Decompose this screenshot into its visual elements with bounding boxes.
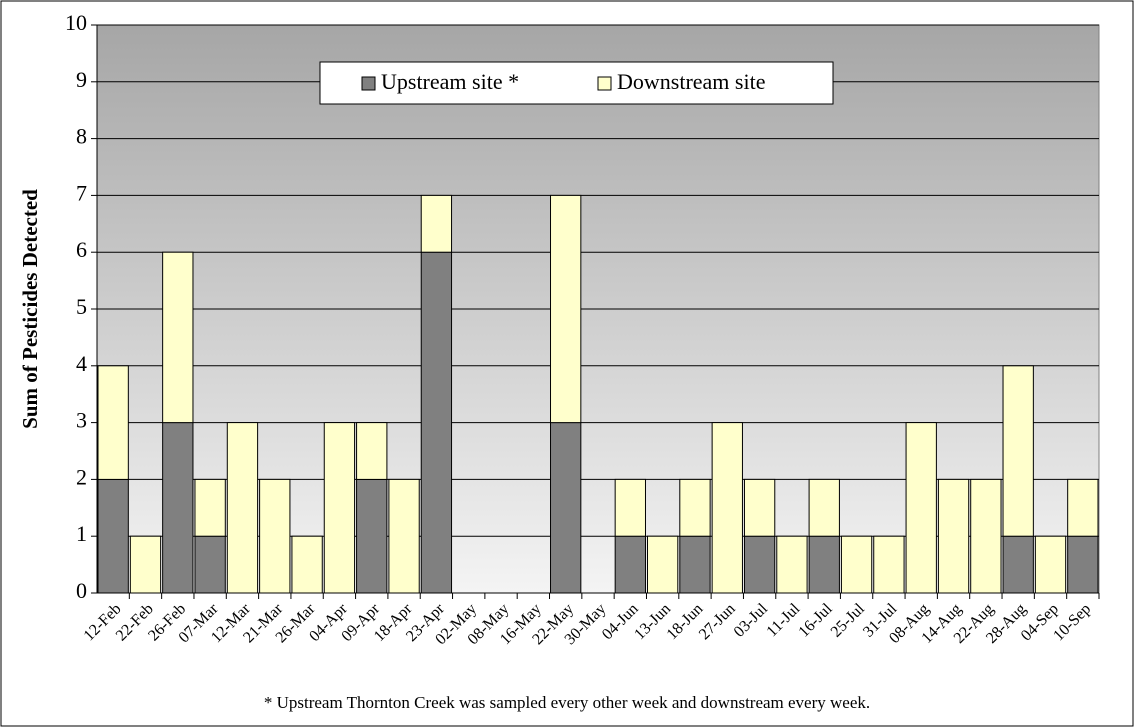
bar-segment	[743, 535, 776, 594]
bar-segment	[873, 535, 905, 594]
bar-segment	[1034, 535, 1067, 594]
y-tick-label: 10	[65, 10, 87, 35]
bar-segment	[808, 478, 840, 537]
y-tick-label: 7	[76, 180, 87, 205]
y-tick-label: 8	[76, 124, 87, 149]
bar-segment	[291, 535, 323, 594]
bar-segment	[937, 478, 970, 594]
y-tick-label: 1	[76, 521, 87, 546]
y-tick-label: 0	[76, 578, 87, 603]
y-tick-label: 6	[76, 237, 87, 262]
bar-segment	[808, 535, 840, 594]
bar-segment	[388, 478, 420, 594]
bar-segment	[420, 251, 453, 594]
bar-segment	[970, 478, 1002, 594]
bar-segment	[776, 535, 808, 594]
bar-segment	[614, 535, 646, 594]
bar-segment	[356, 422, 388, 480]
bar-segment	[1002, 535, 1034, 594]
y-tick-label: 9	[76, 67, 87, 92]
bar-segment	[679, 478, 711, 537]
bar-segment	[1002, 365, 1034, 537]
y-axis-label: Sum of Pesticides Detected	[18, 189, 42, 429]
legend-swatch	[597, 76, 612, 91]
legend-label: Upstream site *	[381, 69, 519, 94]
bar-segment	[646, 535, 679, 594]
bar-segment	[614, 478, 646, 537]
bar-segment	[905, 422, 937, 594]
bar-segment	[840, 535, 873, 594]
bar-segment	[226, 422, 259, 594]
bar-segment	[97, 365, 129, 480]
bar-segment	[550, 194, 582, 424]
bar-segment	[711, 422, 743, 594]
y-tick-label: 5	[76, 294, 87, 319]
bar-segment	[323, 422, 356, 594]
bar-segment	[1067, 535, 1099, 594]
bar-segment	[356, 478, 388, 594]
bar-segment	[129, 535, 162, 594]
legend-swatch	[361, 76, 376, 91]
bar-segment	[162, 251, 194, 424]
bar-segment	[194, 478, 226, 537]
legend-label: Downstream site	[617, 69, 765, 94]
bar-segment	[420, 194, 453, 253]
y-tick-label: 3	[76, 408, 87, 433]
legend: Upstream site * Downstream site	[319, 61, 834, 105]
y-tick-label: 4	[76, 351, 87, 376]
legend-box	[319, 61, 834, 105]
bar-segment	[743, 478, 776, 537]
bar-segment	[97, 478, 129, 594]
bar-segment	[1067, 478, 1099, 537]
bar-segment	[550, 422, 582, 594]
bar-segment	[679, 535, 711, 594]
footnote: * Upstream Thornton Creek was sampled ev…	[264, 693, 870, 712]
bar-segment	[194, 535, 226, 594]
bar-segment	[162, 422, 194, 594]
bar-segment	[259, 478, 291, 594]
y-tick-label: 2	[76, 464, 87, 489]
